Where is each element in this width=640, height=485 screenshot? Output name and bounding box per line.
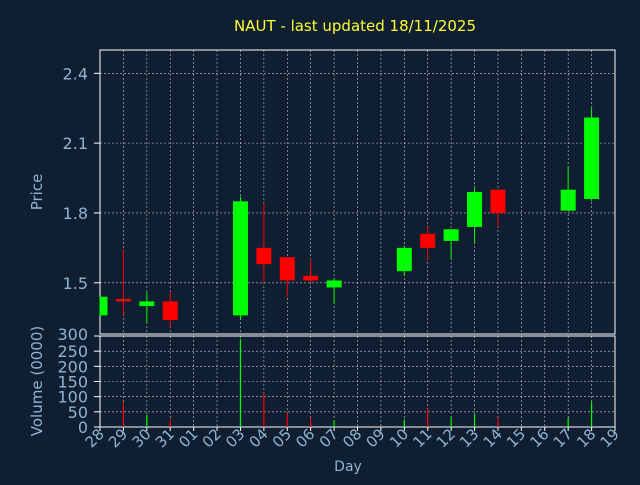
volume-y-tick-label: 0 <box>78 418 88 437</box>
candle-body-down <box>115 299 131 302</box>
candle-body-down <box>490 189 506 213</box>
candle-body-up <box>396 247 412 272</box>
price-axis-label: Price <box>28 174 46 211</box>
candle-body-down <box>256 247 272 265</box>
price-y-tick-label: 2.4 <box>63 64 88 83</box>
volume-y-tick-label: 300 <box>57 325 88 344</box>
volume-y-tick-label: 150 <box>57 373 88 392</box>
volume-y-tick-label: 200 <box>57 357 88 376</box>
volume-y-tick-label: 250 <box>57 342 88 361</box>
candle-body-up <box>467 192 483 227</box>
chart-title: NAUT - last updated 18/11/2025 <box>234 17 476 35</box>
price-y-tick-label: 2.1 <box>63 134 88 153</box>
price-plot-frame <box>99 49 616 335</box>
price-y-tick-label: 1.5 <box>63 274 88 293</box>
price-y-tick-label: 1.8 <box>63 204 88 223</box>
day-axis-label: Day <box>334 459 362 475</box>
candle-body-down <box>279 257 295 281</box>
candle-body-down <box>420 233 436 248</box>
volume-axis-label: Volume (0000) <box>28 326 46 436</box>
x-tick-labels: 2829303101020304050607080910111213141516… <box>82 425 623 451</box>
candle-body-up <box>560 189 576 211</box>
candle-body-down <box>162 301 178 321</box>
candle-body-up <box>100 296 108 316</box>
candle-body-up <box>139 301 155 307</box>
candle-body-down <box>303 275 319 281</box>
candle-body-up <box>232 201 248 316</box>
price-panel: 1.5 1.8 2.1 2.4 <box>63 49 616 335</box>
candle-body-up <box>326 280 342 288</box>
volume-y-tick-label: 50 <box>68 403 88 422</box>
candle-body-up <box>443 229 459 241</box>
candle-body-up <box>584 117 600 199</box>
volume-y-tick-label: 100 <box>57 388 88 407</box>
